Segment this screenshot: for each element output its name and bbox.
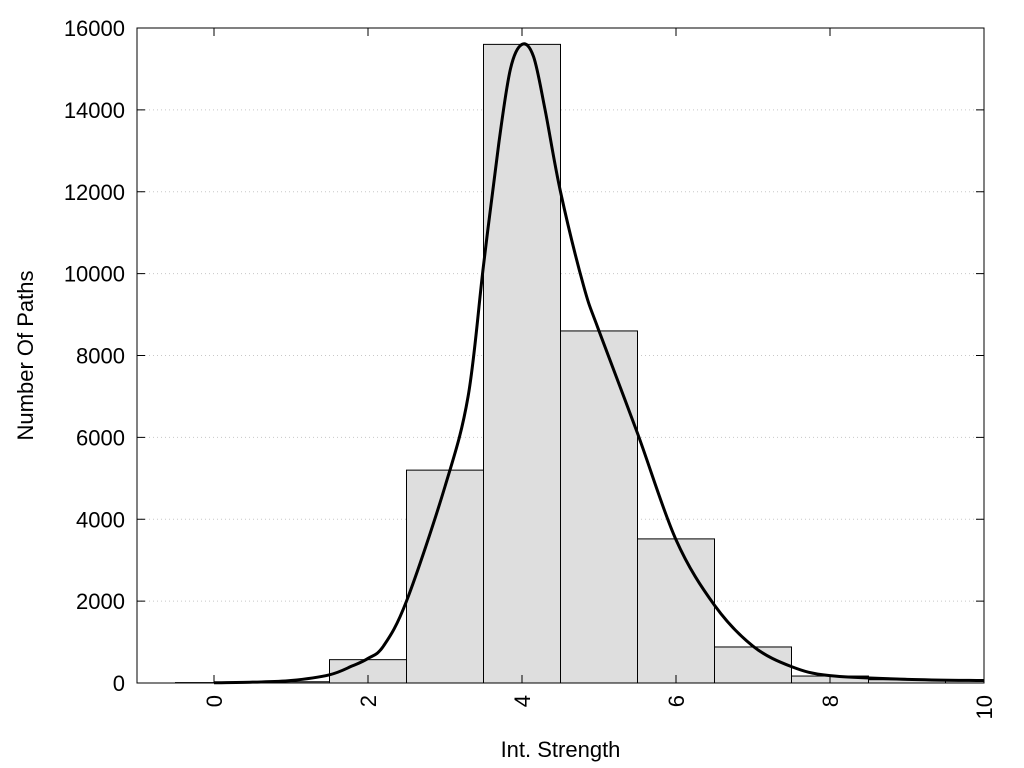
histogram-bar [560,330,638,684]
bars-group [175,43,985,684]
histogram-bar [483,43,561,684]
x-tick-label: 6 [664,695,689,707]
y-tick-label: 10000 [64,262,125,287]
x-tick-label: 0 [202,695,227,707]
histogram-bar [637,538,715,684]
y-tick-label: 0 [113,671,125,696]
y-tick-label: 16000 [64,16,125,41]
y-axis-title: Number Of Paths [13,271,38,441]
x-axis-ticks: 0 2 4 6 8 10 [202,28,997,719]
x-tick-label: 4 [510,695,535,707]
x-tick-label: 8 [818,695,843,707]
histogram-bar [714,646,792,684]
fit-curve [213,42,985,685]
y-tick-label: 4000 [76,507,125,532]
y-tick-label: 2000 [76,589,125,614]
y-tick-label: 8000 [76,344,125,369]
y-tick-label: 12000 [64,180,125,205]
x-axis-title: Int. Strength [501,737,621,762]
y-tick-label: 14000 [64,98,125,123]
y-axis-ticks: 0 2000 4000 6000 8000 10000 12000 14000 16000 [64,16,984,696]
x-tick-label: 2 [356,695,381,707]
x-tick-label: 10 [972,695,997,719]
histogram-bar [406,469,484,684]
curve-group [213,42,985,685]
y-tick-label: 6000 [76,425,125,450]
